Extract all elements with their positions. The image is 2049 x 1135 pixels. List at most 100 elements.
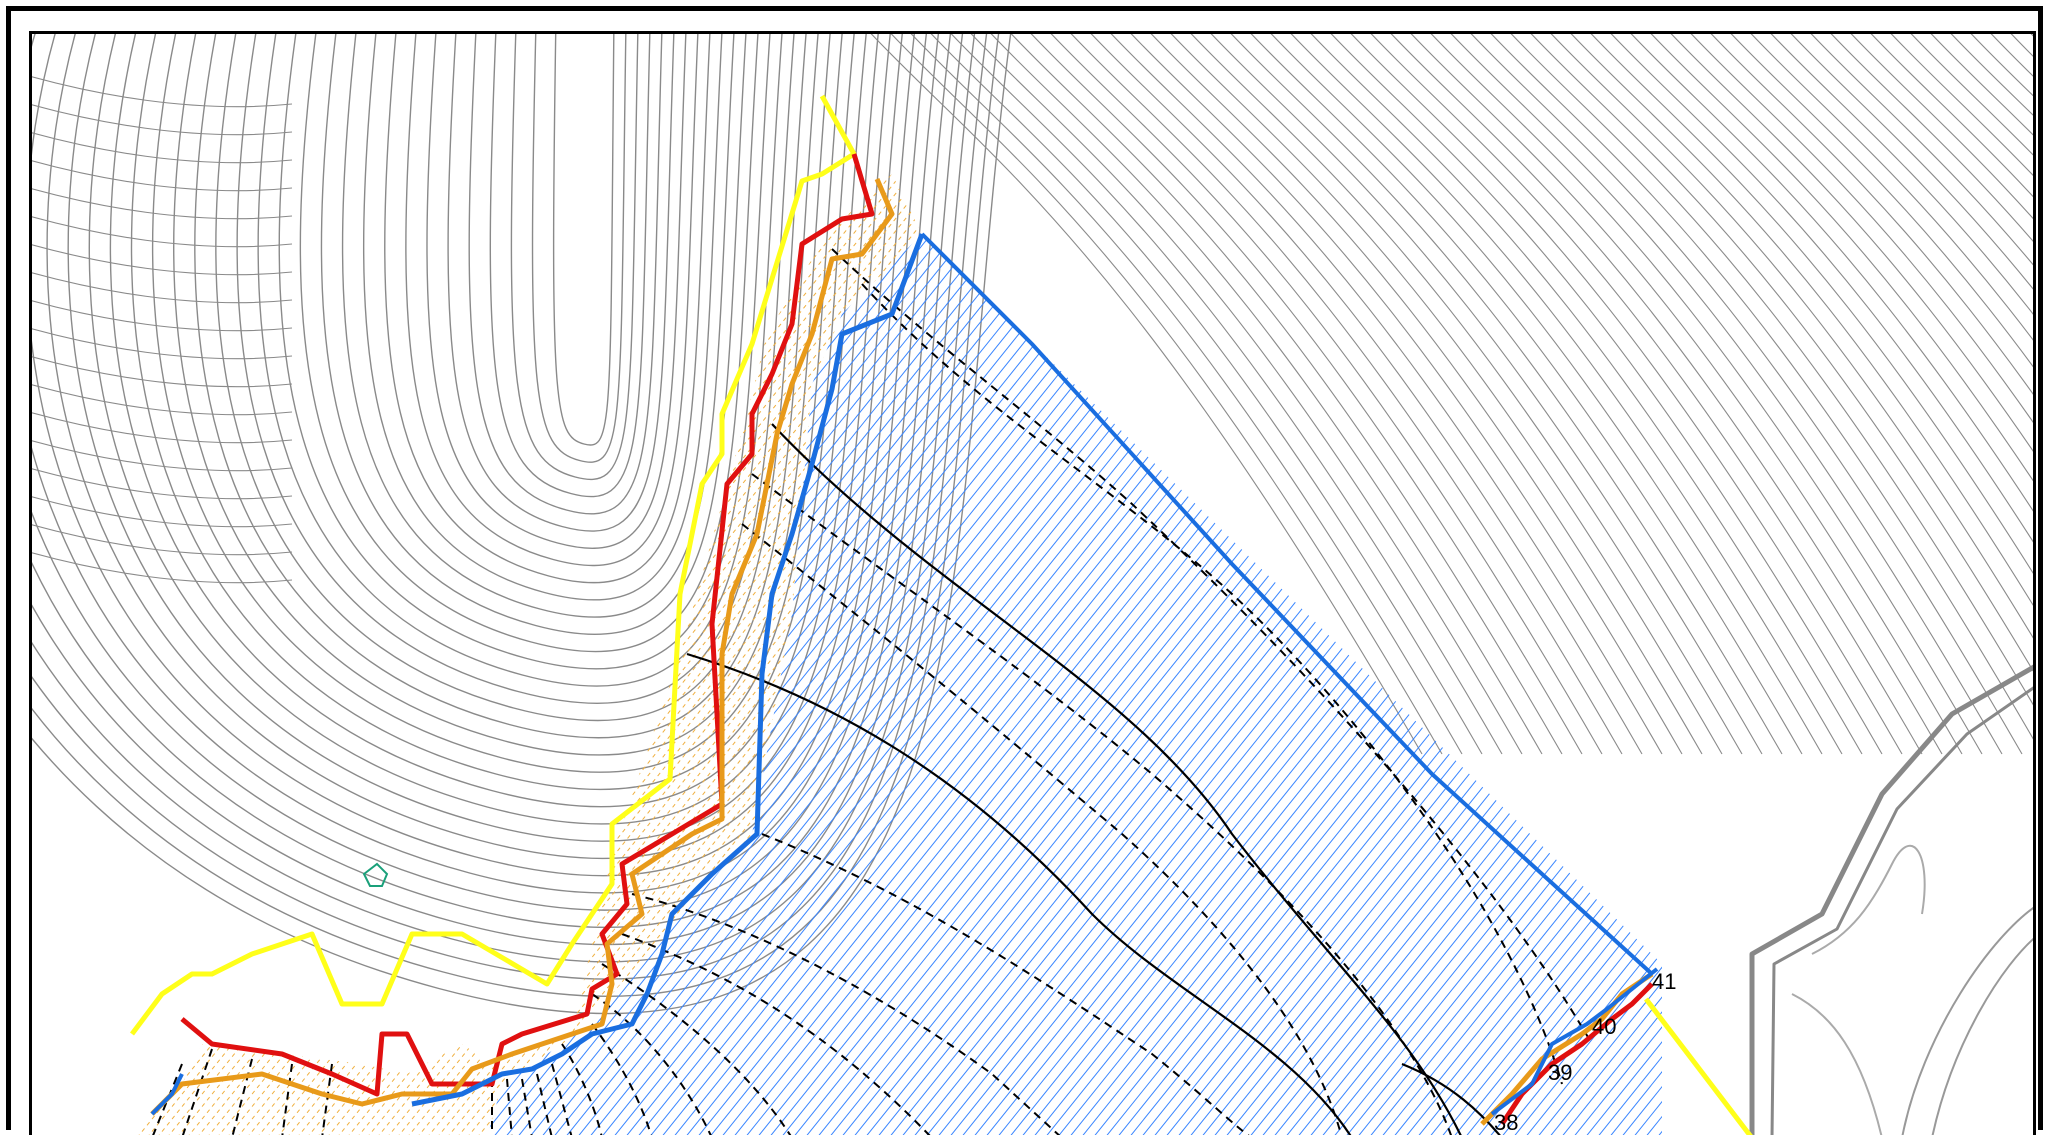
hatch-line: [132, 174, 343, 1135]
hatch-line: [487, 234, 1053, 1135]
contour-line: [1290, 34, 1843, 755]
section-line: [686, 652, 1352, 1135]
hatch-line: [371, 174, 922, 1135]
hatch-line: [331, 174, 922, 1135]
hatch-line: [775, 234, 1662, 1135]
contour-line: [1970, 34, 2033, 97]
yellow-boundary-line: [130, 94, 857, 1036]
contour-line: [990, 34, 1543, 755]
hatch-line: [132, 174, 913, 1135]
hatch-line: [611, 174, 922, 1135]
hatch-line: [487, 234, 1149, 1135]
contour-line: [32, 496, 293, 528]
hatch-line: [1242, 34, 2036, 1135]
contour-line: [32, 244, 293, 276]
contour-line: [1470, 34, 2023, 755]
hatch-line: [132, 174, 223, 1135]
hatch-line: [132, 174, 673, 1135]
hatch-line: [32, 34, 188, 1135]
hatch-line: [132, 174, 883, 1135]
contour-line: [32, 34, 952, 928]
contour-line: [32, 468, 293, 500]
hatch-line: [487, 234, 957, 1135]
contour-line: [1810, 34, 2033, 266]
contour-line: [1870, 34, 2033, 198]
contour-line: [32, 384, 293, 416]
blue-boundary-line: [1490, 967, 1659, 1116]
hatch-line: [972, 34, 1872, 1135]
hatch-line: [932, 34, 1832, 1135]
hatch-line: [487, 234, 585, 1135]
road-edge: [1931, 937, 2033, 1135]
contour-line: [447, 34, 675, 532]
contour-line: [384, 34, 711, 584]
hatch-line: [221, 174, 922, 1135]
hatch-line: [643, 234, 1545, 1135]
contour-line: [1690, 34, 2033, 423]
contour-line: [46, 34, 903, 860]
hatch-line: [1332, 34, 2036, 1135]
hatch-line: [487, 234, 993, 1135]
hatch-line: [1543, 234, 1662, 1135]
contour-line: [109, 34, 867, 808]
contour-line: [32, 34, 1000, 997]
hatch-line: [487, 234, 513, 1135]
hatch-line: [1291, 234, 1662, 1135]
map-viewport[interactable]: 41 40 39 38: [29, 31, 2036, 1135]
section-line-dashed: [536, 1073, 553, 1135]
hatch-line: [1062, 34, 1962, 1135]
hatch-line: [991, 234, 1662, 1135]
topographic-map[interactable]: 41 40 39 38: [32, 34, 2036, 1135]
hatch-line: [487, 234, 1029, 1135]
hatch-line: [132, 174, 643, 1135]
contour-line: [1830, 34, 2033, 242]
hatch-line: [1375, 234, 1662, 1135]
hatch-line: [1423, 234, 1662, 1135]
section-line-dashed: [861, 283, 1563, 1085]
contour-line: [32, 412, 293, 444]
section-marker-icon: [362, 862, 389, 887]
hatch-line: [595, 234, 1497, 1135]
hatch-line: [655, 234, 1557, 1135]
contour-line: [151, 34, 843, 773]
hatch-line: [132, 174, 583, 1135]
section-line-dashed: [281, 1063, 293, 1135]
road-edge: [1901, 907, 2033, 1135]
hatch-line: [487, 234, 873, 1135]
contour-line: [236, 34, 795, 704]
hatch-line: [132, 174, 213, 1135]
contour-line: [32, 328, 293, 360]
hatch-line: [1182, 34, 2036, 1135]
contour-line: [32, 160, 293, 192]
contour-line: [930, 34, 1483, 755]
hatch-line: [1327, 234, 1662, 1135]
hatch-line: [211, 174, 922, 1135]
contour-line: [1250, 34, 1803, 755]
hatch-line: [499, 234, 1401, 1135]
section-label-39: 39: [1548, 1060, 1572, 1085]
hatch-line: [487, 234, 1233, 1135]
hatch-line: [739, 234, 1641, 1135]
hatch-line: [132, 174, 603, 1135]
hatch-line: [711, 174, 922, 1135]
contour-line: [1330, 34, 1883, 755]
hatch-line: [811, 234, 1662, 1135]
hatch-line: [132, 174, 153, 1135]
hatch-line: [721, 174, 922, 1135]
hatch-line: [32, 34, 128, 1135]
hatch-line: [132, 174, 203, 1135]
contour-line: [32, 356, 293, 388]
hatch-line: [32, 34, 332, 1135]
hatch-line: [132, 174, 633, 1135]
contour-line: [489, 34, 651, 498]
hatch-line: [1399, 234, 1662, 1135]
contour-line: [1430, 34, 1983, 755]
contour-line: [1490, 34, 2033, 740]
contour-line: [1590, 34, 2033, 574]
contour-line: [32, 188, 293, 220]
hatch-line: [1015, 234, 1662, 1135]
contour-line: [1370, 34, 1923, 755]
contour-line: [1770, 34, 2033, 315]
hatch-line: [32, 34, 368, 1135]
hatch-line: [132, 174, 813, 1135]
